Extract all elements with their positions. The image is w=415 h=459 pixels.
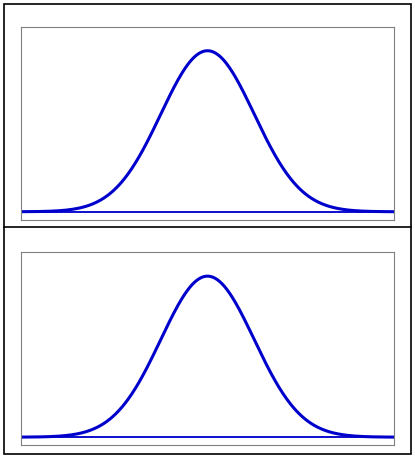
Title: Asset value distribution at an average economic
situation: Asset value distribution at an average e…: [22, 280, 393, 312]
